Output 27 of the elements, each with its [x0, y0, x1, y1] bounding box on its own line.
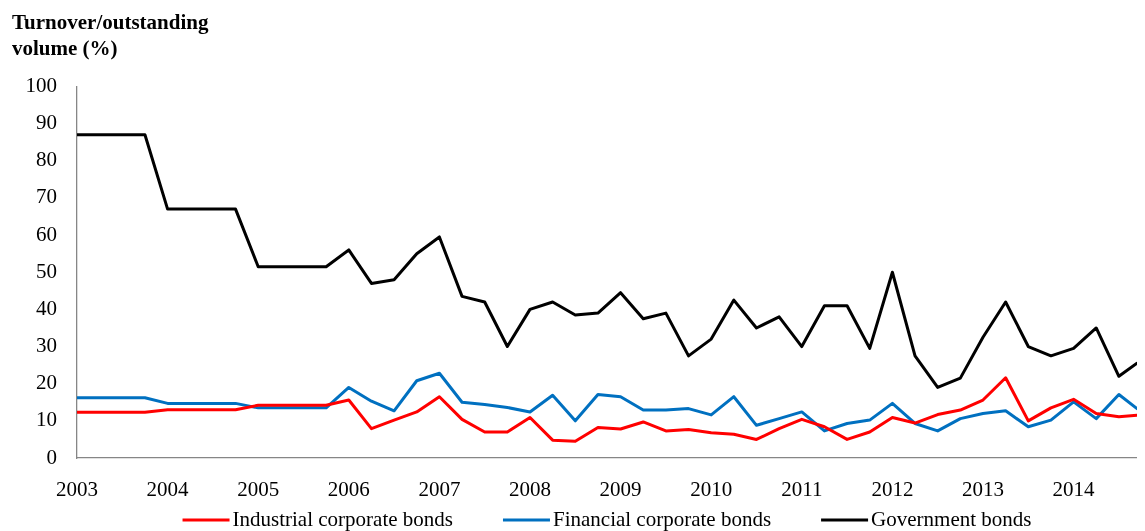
x-tick-label: 2007	[418, 477, 461, 502]
x-tick-label: 2003	[56, 477, 98, 502]
legend-label: Industrial corporate bonds	[232, 506, 453, 531]
y-tick-label: 10	[36, 407, 57, 432]
y-tick-label: 30	[36, 333, 57, 358]
x-tick-label: 2009	[599, 477, 642, 502]
y-tick-label: 40	[36, 295, 57, 320]
legend-label: Financial corporate bonds	[552, 506, 772, 531]
x-tick-label: 2014	[1052, 477, 1096, 502]
y-tick-label: 50	[36, 258, 57, 283]
y-axis-title: Turnover/outstanding volume (%)	[12, 9, 209, 60]
y-tick-label: 20	[36, 370, 57, 395]
x-tick-label: 2012	[871, 477, 914, 502]
x-tick-label: 2010	[690, 477, 733, 502]
x-tick-label: 2005	[237, 477, 280, 502]
y-tick-label: 0	[46, 444, 57, 469]
y-tick-label: 80	[36, 147, 57, 172]
x-tick-label: 2008	[508, 477, 551, 502]
x-tick-label: 2006	[327, 477, 370, 502]
x-tick-label: 2013	[961, 477, 1004, 502]
legend-label: Government bonds	[871, 506, 1032, 531]
y-tick-label: 60	[36, 221, 57, 246]
y-tick-label: 100	[25, 73, 57, 98]
x-tick-label: 2011	[781, 477, 823, 502]
y-tick-label: 70	[36, 184, 57, 209]
y-tick-label: 90	[36, 110, 57, 135]
x-tick-label: 2004	[146, 477, 190, 502]
